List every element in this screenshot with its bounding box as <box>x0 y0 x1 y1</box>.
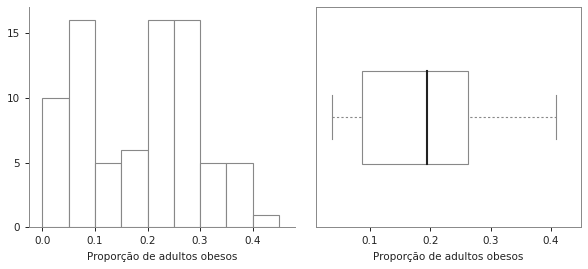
Bar <box>362 71 467 164</box>
Bar <box>95 163 121 228</box>
X-axis label: Proporção de adultos obesos: Proporção de adultos obesos <box>87 252 237 262</box>
Bar <box>253 214 279 228</box>
Bar <box>42 98 69 228</box>
Bar <box>69 20 95 228</box>
Bar <box>174 20 200 228</box>
Bar <box>200 163 226 228</box>
Bar <box>121 150 148 228</box>
Bar <box>226 163 253 228</box>
X-axis label: Proporção de adultos obesos: Proporção de adultos obesos <box>373 252 523 262</box>
Bar <box>148 20 174 228</box>
